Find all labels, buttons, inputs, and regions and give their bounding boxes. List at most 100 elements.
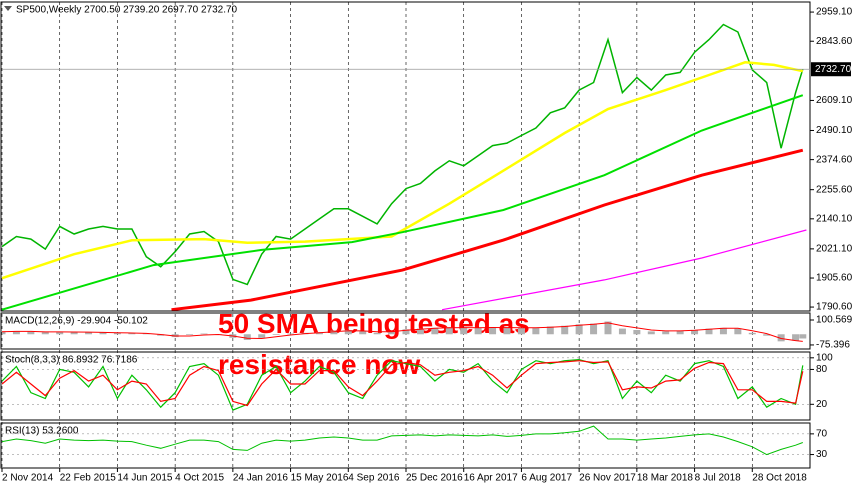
x-tick-label: 18 Mar 2018 <box>637 473 694 484</box>
x-tick-label: 4 Oct 2015 <box>175 473 224 484</box>
macd-bar <box>186 334 194 335</box>
y-tick-label: 2021.10 <box>816 244 852 255</box>
indicator-line <box>2 358 804 411</box>
y-tick-label: -75.396 <box>816 340 850 351</box>
macd-bar <box>12 331 20 335</box>
symbol-icon <box>4 6 12 11</box>
x-tick-label: 26 Nov 2017 <box>579 473 636 484</box>
macd-bar <box>128 333 136 335</box>
indicator-line <box>2 360 804 407</box>
panel-border <box>0 312 811 350</box>
y-tick-label: 80 <box>816 364 828 375</box>
macd-bar <box>618 328 626 335</box>
macd-bar <box>604 321 612 335</box>
y-tick-label: 2255.60 <box>816 184 852 195</box>
macd-bar <box>633 330 641 335</box>
y-tick-label: 70 <box>816 429 828 440</box>
y-tick-label: 100.569 <box>816 315 852 326</box>
macd-bar <box>41 332 49 335</box>
y-tick-label: 2374.60 <box>816 154 852 165</box>
macd-bar <box>748 332 756 335</box>
last-price-label: 2732.70 <box>815 64 852 75</box>
y-tick-label: 1790.60 <box>816 302 852 313</box>
y-tick-label: 1905.60 <box>816 273 852 284</box>
macd-bar <box>799 334 807 339</box>
macd-bar <box>402 329 410 335</box>
macd-bar <box>719 327 727 335</box>
macd-bar <box>359 331 367 335</box>
macd-bar <box>647 331 655 335</box>
macd-bar <box>272 334 280 335</box>
macd-bar <box>445 327 453 335</box>
panel-title: MACD(12,26,9) -29.904 -50.102 <box>5 316 148 327</box>
indicator-line <box>2 425 803 456</box>
macd-bar <box>460 327 468 335</box>
macd-bar <box>373 332 381 335</box>
annotation: resistance now <box>218 349 421 380</box>
y-tick-label: 2490.10 <box>816 125 852 136</box>
price-line <box>2 23 804 286</box>
macd-bar <box>705 328 713 335</box>
y-tick-label: 100 <box>816 352 833 363</box>
x-tick-label: 15 May 2016 <box>291 473 349 484</box>
y-tick-label: 30 <box>816 449 828 460</box>
macd-bar <box>532 327 540 335</box>
macd-bar <box>344 330 352 335</box>
macd-bar <box>56 331 64 335</box>
panel-border <box>0 1 811 312</box>
panel-title: Stoch(8,3,3) 86.8932 76.7186 <box>5 355 138 366</box>
macd-bar <box>503 327 511 335</box>
x-tick-label: 16 Apr 2017 <box>464 473 518 484</box>
macd-bar <box>142 333 150 335</box>
moving-average <box>171 148 804 311</box>
macd-bar <box>287 333 295 335</box>
y-tick-label: 2843.60 <box>816 36 852 47</box>
macd-bar <box>113 332 121 335</box>
macd-bar <box>662 331 670 335</box>
x-tick-label: 14 Jun 2015 <box>117 473 172 484</box>
x-tick-label: 8 Jul 2018 <box>695 473 742 484</box>
macd-bar <box>388 331 396 335</box>
indicator-line <box>2 322 803 342</box>
macd-bar <box>431 327 439 335</box>
macd-bar <box>763 334 771 336</box>
x-tick-label: 22 Feb 2015 <box>60 473 117 484</box>
macd-bar <box>2 331 6 335</box>
macd-bar <box>474 327 482 335</box>
macd-bar <box>258 334 266 338</box>
macd-bar <box>70 332 78 335</box>
macd-bar <box>676 330 684 335</box>
y-tick-label: 2959.10 <box>816 7 852 18</box>
moving-average <box>441 229 807 311</box>
macd-bar <box>792 334 800 341</box>
macd-bar <box>590 323 598 335</box>
macd-bar <box>575 324 583 335</box>
y-tick-label: 2609.10 <box>816 95 852 106</box>
x-tick-label: 2 Nov 2014 <box>2 473 54 484</box>
macd-bar <box>200 333 208 335</box>
panel-title: RSI(13) 53.2600 <box>5 426 79 437</box>
moving-average <box>2 61 804 280</box>
macd-bar <box>330 330 338 335</box>
macd-bar <box>27 331 35 335</box>
macd-bar <box>546 326 554 335</box>
macd-bar <box>489 327 497 335</box>
macd-bar <box>691 330 699 335</box>
panel-title: SP500,Weekly 2700.50 2739.20 2697.70 273… <box>16 5 238 16</box>
y-tick-label: 20 <box>816 399 828 410</box>
macd-bar <box>85 332 93 335</box>
y-tick-label: 2140.10 <box>816 213 852 224</box>
moving-average <box>2 94 804 311</box>
last-price-box <box>811 62 851 77</box>
macd-bar <box>416 328 424 335</box>
x-tick-label: 28 Oct 2018 <box>752 473 807 484</box>
macd-bar <box>243 334 251 340</box>
macd-bar <box>777 334 785 342</box>
panel-border <box>0 351 811 421</box>
x-tick-label: 25 Dec 2016 <box>406 473 463 484</box>
x-tick-label: 6 Aug 2017 <box>521 473 572 484</box>
macd-bar <box>99 332 107 335</box>
x-tick-label: 24 Jan 2016 <box>233 473 288 484</box>
panel-border <box>0 422 811 469</box>
